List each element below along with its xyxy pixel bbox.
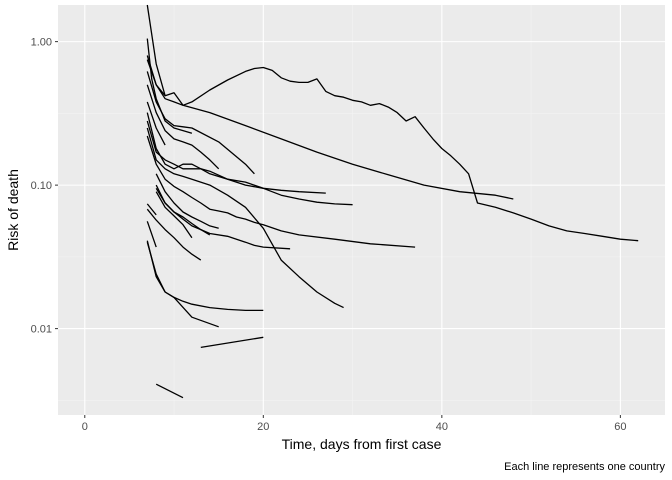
chart-caption: Each line represents one country	[504, 461, 665, 473]
country-line-1	[146, 59, 639, 242]
x-tick-label: 20	[257, 421, 269, 433]
country-line-3	[146, 4, 166, 96]
y-tick-label: 0.01	[31, 324, 52, 336]
country-line-17	[146, 208, 202, 261]
gridlines	[58, 5, 665, 415]
country-line-4	[146, 38, 193, 134]
country-line-8	[146, 112, 353, 206]
country-line-14	[155, 187, 211, 236]
country-line-5	[146, 71, 255, 175]
country-line-10	[146, 127, 344, 309]
country-line-6	[146, 84, 220, 170]
country-line-20	[146, 242, 219, 328]
country-line-7	[146, 101, 166, 146]
x-tick-label: 0	[82, 421, 88, 433]
country-line-21	[200, 336, 264, 349]
x-tick-label: 40	[436, 421, 448, 433]
country-line-15	[155, 191, 193, 239]
country-line-18	[146, 221, 157, 248]
x-tick-label: 60	[614, 421, 626, 433]
y-tick-label: 0.10	[31, 180, 52, 192]
y-tick-label: 1.00	[31, 37, 52, 49]
country-line-9	[146, 120, 326, 194]
country-line-13	[155, 173, 219, 229]
series-lines	[146, 4, 639, 399]
x-axis-title: Time, days from first case	[282, 436, 442, 452]
axis-ticks: 0 20 40 60 0.01 0.10 1.00	[31, 37, 627, 433]
country-line-11	[146, 135, 416, 248]
y-axis-title: Risk of death	[5, 169, 21, 251]
country-line-16	[146, 203, 157, 216]
country-line-2	[146, 55, 514, 200]
country-line-22	[155, 383, 184, 399]
